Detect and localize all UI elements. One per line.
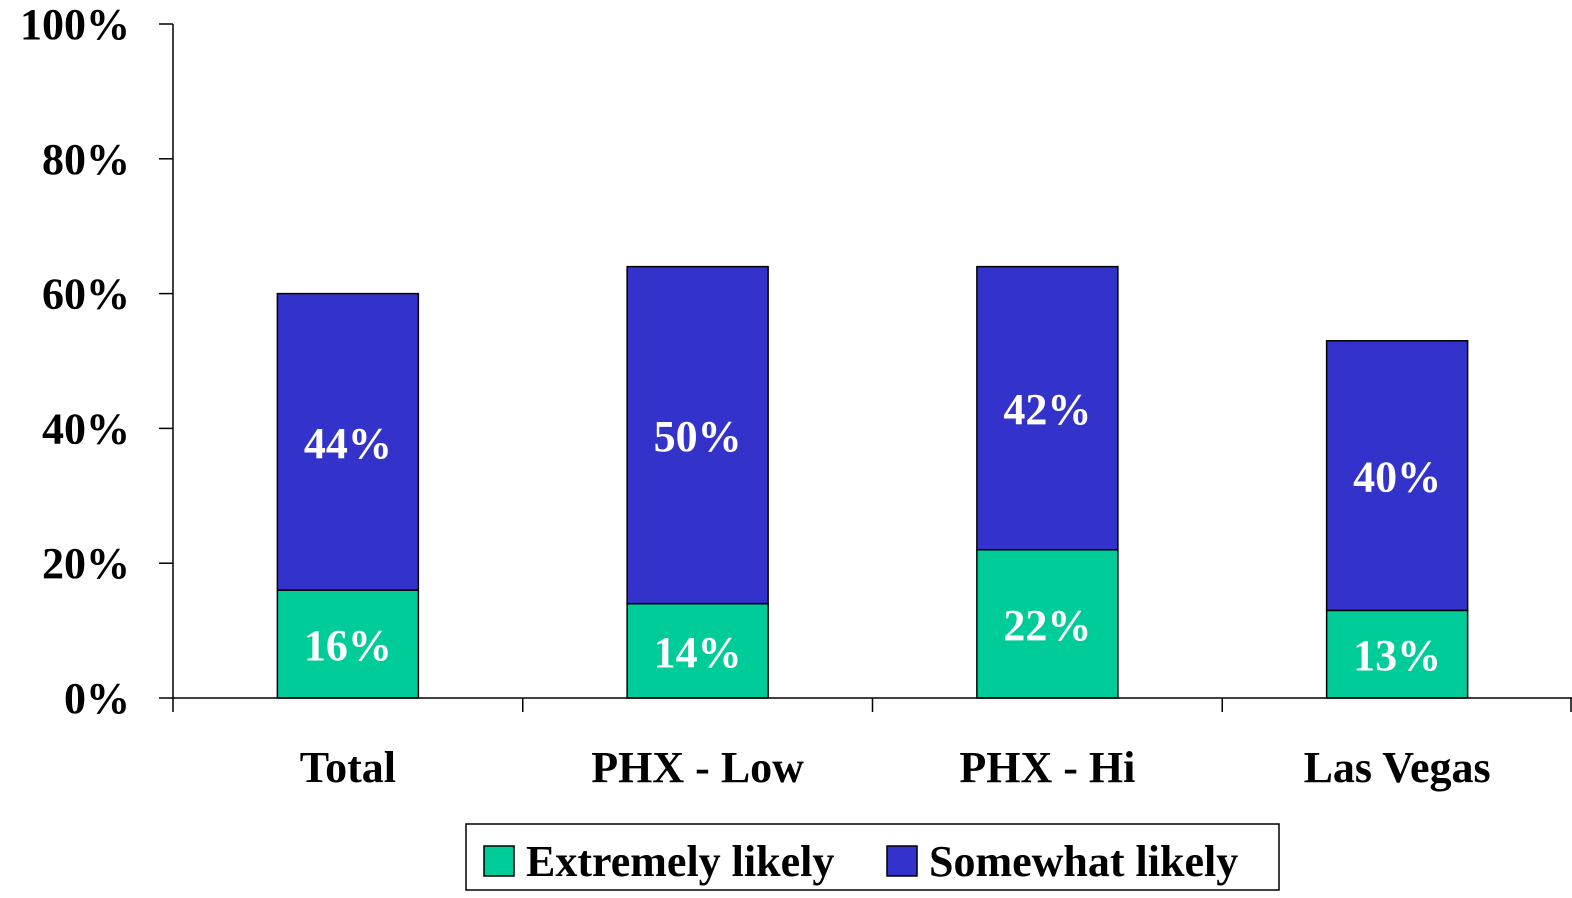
data-label: 44% <box>304 419 392 468</box>
data-label: 16% <box>304 621 392 670</box>
data-label: 13% <box>1353 631 1441 680</box>
data-label: 14% <box>654 628 742 677</box>
category-label: PHX - Low <box>591 743 804 792</box>
legend: Extremely likely Somewhat likely <box>465 823 1280 891</box>
legend-label: Somewhat likely <box>929 837 1238 886</box>
category-label: Total <box>300 743 396 792</box>
legend-label: Extremely likely <box>526 837 834 886</box>
y-tick-label: 80% <box>42 135 130 184</box>
y-tick-label: 60% <box>42 270 130 319</box>
bar-segment-extremely-likely <box>1325 609 1469 699</box>
bar-segment-somewhat-likely <box>1325 340 1469 612</box>
legend-box <box>465 823 1280 891</box>
legend-swatch <box>886 845 918 877</box>
legend-swatch <box>483 845 515 877</box>
data-label: 42% <box>1003 385 1091 434</box>
bar-segment-somewhat-likely <box>976 265 1119 551</box>
data-label: 40% <box>1353 453 1441 502</box>
category-label: Las Vegas <box>1304 743 1491 792</box>
data-label: 22% <box>1003 601 1091 650</box>
y-tick-label: 0% <box>64 674 130 723</box>
bar-segment-extremely-likely <box>976 548 1119 699</box>
y-axis: 0% 20% 40% 60% 80% 100% <box>20 0 174 723</box>
bar-segment-extremely-likely <box>626 602 769 699</box>
y-tick-label: 100% <box>20 0 130 49</box>
data-label: 50% <box>654 412 742 461</box>
y-tick-label: 40% <box>42 404 130 453</box>
bar-segment-somewhat-likely <box>276 292 420 591</box>
category-label: PHX - Hi <box>959 743 1135 792</box>
bar-segment-somewhat-likely <box>626 265 769 605</box>
y-tick-label: 20% <box>42 539 130 588</box>
x-axis: Total PHX - Low PHX - Hi Las Vegas <box>172 697 1572 792</box>
bars: 16% 44% 14% 50% 22% 42% 13% 40% <box>276 265 1469 699</box>
